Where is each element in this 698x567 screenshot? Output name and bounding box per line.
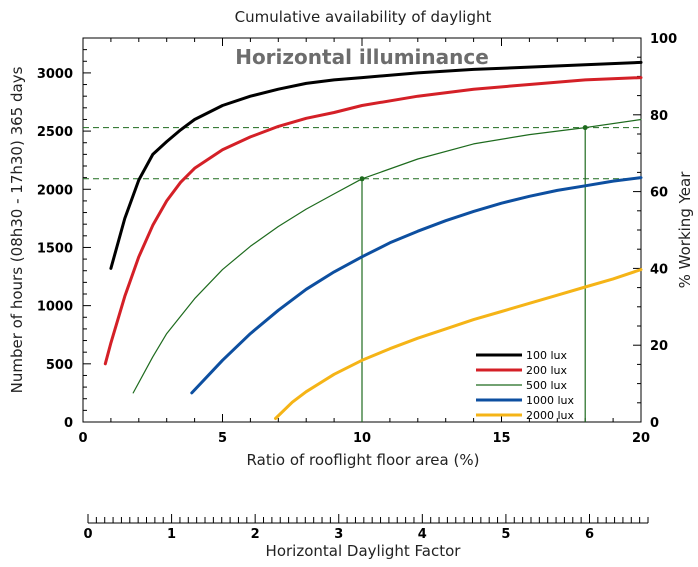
y-left-tick-label: 1500 bbox=[37, 241, 73, 256]
y-left-tick-label: 2000 bbox=[37, 183, 73, 198]
x-tick-label: 5 bbox=[218, 431, 227, 446]
legend-label: 100 lux bbox=[526, 349, 568, 362]
legend: 100 lux 200 lux 500 lux 1000 lux 2000 lux bbox=[476, 349, 575, 422]
axes-layer: 0 5 10 15 2005001000150020002500300002040608… bbox=[37, 32, 677, 446]
series-line-1000-lux bbox=[190, 176, 643, 395]
series-line-2000-lux bbox=[274, 268, 643, 420]
x-tick-label: 20 bbox=[632, 431, 650, 446]
y-left-tick-label: 500 bbox=[46, 358, 73, 373]
y-left-tick-label: 1000 bbox=[37, 300, 73, 315]
legend-label: 1000 lux bbox=[526, 394, 575, 407]
secondary-x-axis: 0 1 2 3 4 5 6 bbox=[83, 514, 649, 542]
secondary-tick-label: 6 bbox=[585, 527, 594, 542]
series-line-100-lux bbox=[109, 60, 643, 270]
secondary-tick-label: 2 bbox=[251, 527, 260, 542]
chart-title: Cumulative availability of daylight bbox=[235, 8, 492, 26]
y-right-tick-label: 100 bbox=[650, 32, 677, 47]
series-layer bbox=[103, 60, 643, 420]
y-right-tick-label: 0 bbox=[650, 416, 659, 431]
x-tick-label: 15 bbox=[492, 431, 510, 446]
y-right-tick-label: 80 bbox=[650, 109, 668, 124]
secondary-tick-label: 0 bbox=[83, 527, 92, 542]
x-tick-label: 10 bbox=[353, 431, 371, 446]
secondary-tick-label: 1 bbox=[167, 527, 176, 542]
x-tick-label: 0 bbox=[78, 431, 87, 446]
secondary-x-axis-label: Horizontal Daylight Factor bbox=[266, 542, 462, 560]
legend-label: 500 lux bbox=[526, 379, 568, 392]
y-right-tick-label: 20 bbox=[650, 339, 668, 354]
legend-label: 2000 lux bbox=[526, 409, 575, 422]
y-left-tick-label: 0 bbox=[64, 416, 73, 431]
y-left-tick-label: 3000 bbox=[37, 67, 73, 82]
y-right-tick-label: 60 bbox=[650, 186, 668, 201]
y-axis-left-label: Number of hours (08h30 - 17h30) 365 days bbox=[8, 66, 26, 393]
secondary-tick-label: 4 bbox=[418, 527, 427, 542]
series-line-200-lux bbox=[103, 76, 643, 366]
y-axis-right-label: % Working Year bbox=[676, 171, 694, 289]
legend-label: 200 lux bbox=[526, 364, 568, 377]
secondary-tick-label: 5 bbox=[501, 527, 510, 542]
series-line-500-lux bbox=[132, 118, 642, 394]
reference-lines bbox=[83, 125, 641, 422]
x-axis-label: Ratio of rooflight floor area (%) bbox=[247, 451, 480, 469]
annotation-horizontal-illuminance: Horizontal illuminance bbox=[235, 45, 489, 69]
y-right-tick-label: 40 bbox=[650, 262, 668, 277]
secondary-tick-label: 3 bbox=[334, 527, 343, 542]
y-left-tick-label: 2500 bbox=[37, 125, 73, 140]
